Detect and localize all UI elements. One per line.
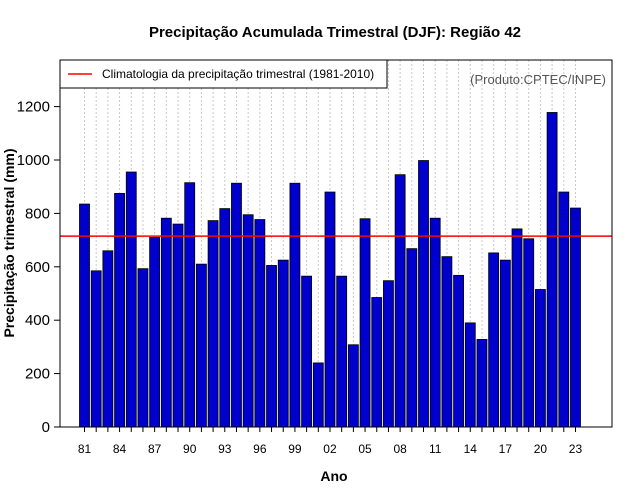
bar-88 [160,217,172,428]
bar-99 [289,182,301,428]
bar-95 [242,214,254,428]
bar-94 [231,182,242,428]
x-tick-label: 02 [323,442,337,456]
bar-10 [418,160,429,428]
bar-21 [546,112,558,428]
x-tick-label: 23 [569,442,583,456]
bar-98 [277,259,289,428]
bar-83 [102,250,114,428]
chart-title: Precipitação Acumulada Trimestral (DJF):… [149,24,521,41]
bar-18 [511,228,523,428]
x-tick-label: 08 [393,442,407,456]
bar-85 [125,171,137,428]
x-tick-label: 99 [288,442,302,456]
legend-label: Climatologia da precipitação trimestral … [102,67,374,81]
x-tick-label: 11 [429,442,442,456]
bar-90 [184,182,196,428]
bar-12 [441,256,453,428]
bar-97 [266,265,277,428]
bar-92 [207,220,219,428]
bars [79,112,581,428]
bar-15 [476,339,488,428]
bar-23 [570,207,581,428]
bar-13 [453,274,464,428]
x-tick-label: 14 [464,442,478,456]
bar-14 [464,322,476,428]
bar-16 [488,252,500,428]
bar-89 [172,223,184,428]
bar-04 [347,344,359,428]
bar-19 [523,238,535,428]
x-axis-label: Ano [320,468,347,484]
x-axis: 81 84 87 90 93 96 99 02 05 08 11 14 17 20 23 [78,427,583,456]
x-tick-label: 20 [534,442,548,456]
y-tick-label: 1200 [17,99,50,116]
bar-08 [394,174,406,428]
bar-86 [137,268,149,428]
x-tick-label: 84 [113,442,127,456]
bar-87 [149,237,161,428]
bar-84 [114,192,125,428]
source-note: (Produto:CPTEC/INPE) [470,72,606,87]
bar-02 [324,191,336,428]
bar-17 [499,259,511,428]
bar-06 [371,297,383,428]
y-tick-label: 0 [42,419,50,436]
bar-03 [336,275,348,428]
bar-91 [195,263,207,428]
bar-96 [254,219,266,428]
x-tick-label: 17 [499,442,513,456]
bar-09 [406,248,418,428]
bar-82 [90,270,102,428]
legend: Climatologia da precipitação trimestral … [59,59,388,89]
bar-01 [312,362,324,428]
y-tick-label: 600 [25,259,50,276]
x-tick-label: 90 [183,442,197,456]
bar-05 [359,218,371,428]
bar-07 [383,280,394,428]
x-tick-label: 87 [148,442,162,456]
bar-00 [301,275,313,428]
bar-11 [429,217,441,428]
x-tick-label: 05 [358,442,372,456]
legend-box [59,59,388,89]
bar-81 [79,203,90,428]
y-axis-label: Precipitação trimestral (mm) [1,148,17,337]
y-tick-label: 800 [25,205,50,222]
y-tick-label: 400 [25,312,50,329]
bar-22 [558,191,570,428]
y-axis: 0 200 400 600 800 1000 1200 [17,99,60,436]
x-tick-label: 96 [253,442,267,456]
bar-20 [535,289,546,428]
bar-93 [219,208,231,428]
x-tick-label: 93 [218,442,232,456]
y-tick-label: 200 [25,366,50,383]
x-tick-label: 81 [78,442,92,456]
y-tick-label: 1000 [17,152,50,169]
